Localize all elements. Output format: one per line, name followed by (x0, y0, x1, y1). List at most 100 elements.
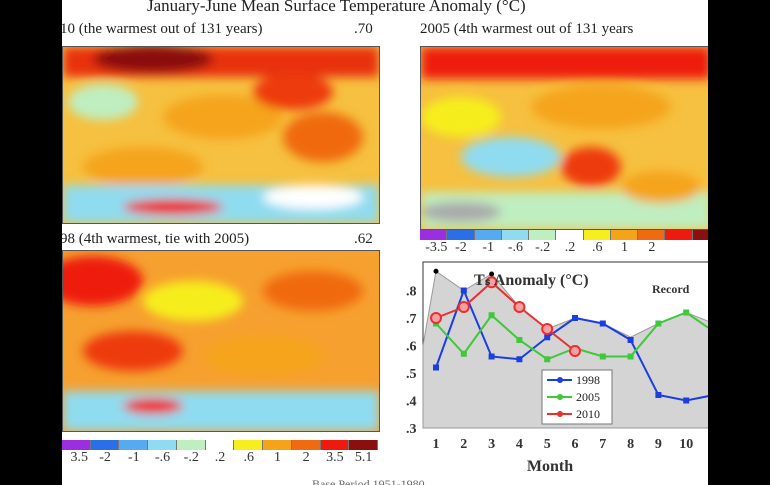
point-2010 (430, 312, 442, 324)
x-tick-label: 4 (516, 437, 523, 452)
x-tick-label: 2 (460, 437, 467, 452)
colorbar-swatch (610, 230, 639, 240)
legend-label: 1998 (576, 373, 600, 387)
legend-label: 2010 (576, 407, 600, 421)
record-label: Record (652, 282, 690, 296)
map-1998 (62, 250, 380, 432)
y-tick-label: .8 (406, 285, 417, 300)
point-2005 (683, 309, 690, 316)
colorbar-swatch (263, 440, 292, 450)
colorbar-swatch (62, 440, 91, 450)
colorbar-label: -.2 (535, 240, 551, 255)
point-2010 (485, 276, 498, 289)
point-2005 (488, 312, 495, 319)
footer-text: Base Period 1951-1980 (312, 477, 425, 485)
colorbar-label: -2 (455, 240, 467, 255)
x-tick-label: 8 (627, 437, 634, 452)
x-tick-label: 6 (572, 437, 579, 452)
x-tick-label: 7 (599, 437, 606, 452)
point-2005 (655, 320, 662, 327)
colorbar-right (420, 230, 708, 240)
colorbar-label: -.6 (507, 240, 524, 255)
y-tick-label: .7 (406, 312, 417, 327)
panel-1998-value: .62 (354, 231, 373, 247)
point-2005 (627, 353, 634, 360)
colorbar-left (62, 440, 379, 450)
map-2005 (420, 46, 708, 230)
point-2010 (569, 345, 581, 357)
colorbar-label: -.2 (183, 450, 199, 465)
point-2005 (599, 353, 606, 360)
ts-anomaly-chart: .3.4.5.6.7.81 2 3 4 5 6 7 8 9 10 1Tₛ Anomaly (°C) R… (406, 261, 708, 475)
y-tick-label: .5 (406, 367, 417, 382)
y-tick-label: .3 (406, 422, 417, 437)
record-point (489, 271, 495, 277)
point-2005 (516, 337, 523, 343)
colorbar-label: .6 (243, 450, 254, 465)
colorbar-swatch (583, 230, 611, 240)
legend-marker (557, 394, 563, 400)
colorbar-label: 3.5 (70, 450, 88, 465)
colorbar-swatch (556, 230, 584, 240)
colorbar-label: 1 (621, 240, 629, 255)
y-tick-label: .4 (406, 395, 417, 410)
point-1998 (572, 315, 578, 321)
panel-2010-title: 10 (the warmest out of 131 years) (62, 21, 262, 38)
colorbar-swatch (501, 230, 530, 240)
point-1998 (544, 334, 551, 341)
colorbar-label: -2 (99, 450, 111, 465)
colorbar-label: -.6 (154, 450, 171, 465)
colorbar-swatch (291, 440, 321, 450)
legend-marker (557, 377, 563, 383)
colorbar-swatch (119, 440, 149, 450)
colorbar-swatch (529, 230, 557, 240)
colorbar-label: -1 (127, 450, 140, 465)
colorbar-label: -1 (482, 240, 495, 255)
x-tick-label: 10 (679, 437, 693, 452)
point-2010 (457, 301, 470, 313)
y-tick-label: .6 (406, 340, 417, 355)
point-1998 (655, 392, 662, 398)
colorbar-label: -3.5 (425, 240, 448, 255)
point-2010 (541, 323, 554, 335)
x-tick-label: 5 (544, 437, 551, 452)
colorbar-label: .2 (214, 450, 226, 465)
point-2005 (544, 356, 551, 363)
colorbar-label: .2 (564, 240, 576, 255)
legend-label: 2005 (576, 390, 600, 404)
point-1998 (627, 337, 634, 343)
colorbar-swatch (665, 230, 693, 240)
panel-1998-title: 98 (4th warmest, tie with 2005) (62, 231, 250, 247)
colorbar-swatch (420, 230, 448, 240)
colorbar-label: 3.5 (326, 450, 344, 465)
point-1998 (433, 364, 439, 371)
colorbar-swatch (205, 440, 235, 450)
colorbar-swatch (447, 230, 475, 240)
point-1998 (516, 356, 523, 363)
colorbar-swatch (638, 230, 666, 240)
colorbar-swatch (692, 230, 708, 240)
x-tick-label: 1 (433, 437, 440, 452)
colorbar-swatch (474, 230, 502, 240)
colorbar-swatch (90, 440, 120, 450)
colorbar-label: 1 (273, 450, 281, 465)
colorbar-label: 2 (302, 450, 310, 465)
point-1998 (460, 287, 467, 294)
panel-title: 10 (the warmest out of 131 years) (62, 21, 263, 37)
x-tick-label: 3 (488, 437, 495, 452)
legend-marker (557, 411, 563, 417)
record-point (433, 268, 439, 274)
figure-title: January-June Mean Surface Temperature An… (147, 0, 526, 15)
map-2010 (62, 46, 380, 224)
colorbar-swatch (234, 440, 264, 450)
colorbar-label: .6 (592, 240, 603, 255)
colorbar-swatch (320, 440, 350, 450)
point-2010 (513, 301, 526, 313)
colorbar-swatch (176, 440, 206, 450)
x-axis-label: Month (527, 458, 573, 475)
point-1998 (683, 397, 690, 404)
chart-title: Tₛ Anomaly (°C) (474, 272, 589, 289)
panel-2010-value: .70 (354, 21, 373, 37)
point-1998 (488, 353, 495, 360)
colorbar-swatch (148, 440, 177, 450)
